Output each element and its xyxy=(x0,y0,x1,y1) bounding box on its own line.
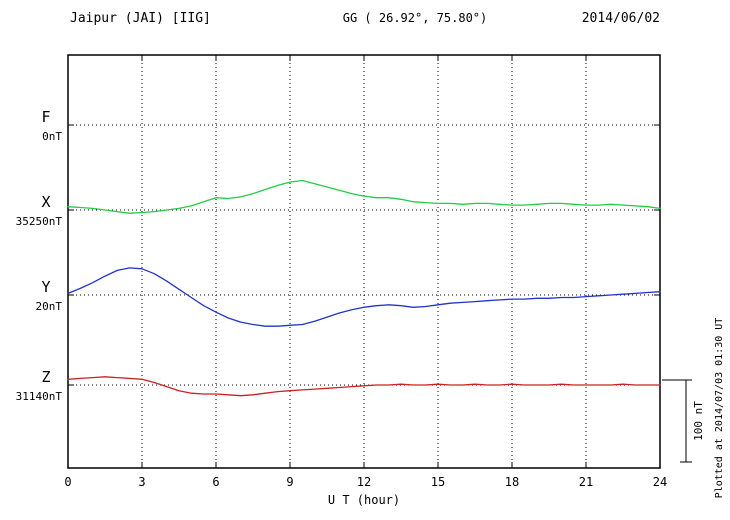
scale-bar: 100 nT xyxy=(662,379,705,463)
baseline-value-Y: 20nT xyxy=(36,300,63,313)
baseline-value-X: 35250nT xyxy=(16,215,63,228)
baseline-value-Z: 31140nT xyxy=(16,390,63,403)
x-tick-label-24: 24 xyxy=(653,475,667,489)
x-tick-label-15: 15 xyxy=(431,475,445,489)
scale-bar-label: 100 nT xyxy=(692,401,705,441)
x-tick-label-3: 3 xyxy=(138,475,145,489)
component-label-F: F xyxy=(41,108,50,126)
plotted-at-note: Plotted at 2014/07/03 01:30 UT xyxy=(714,318,725,499)
baselines xyxy=(68,124,660,386)
gridlines xyxy=(67,55,661,468)
x-tick-label-18: 18 xyxy=(505,475,519,489)
geo-coords: GG ( 26.92°, 75.80°) xyxy=(343,11,488,25)
trace-X xyxy=(67,179,661,214)
x-tick-label-6: 6 xyxy=(212,475,219,489)
station-title: Jaipur (JAI) [IIG] xyxy=(70,11,211,26)
component-label-X: X xyxy=(41,193,50,211)
x-tick-label-9: 9 xyxy=(286,475,293,489)
x-axis-label: U T (hour) xyxy=(328,493,400,507)
traces xyxy=(67,179,661,397)
x-tick-labels: 0 3 6 9 12 15 18 21 24 xyxy=(64,475,667,489)
trace-Y xyxy=(67,267,661,327)
x-tick-label-12: 12 xyxy=(357,475,371,489)
baseline-value-F: 0nT xyxy=(42,130,62,143)
plot-date: 2014/06/02 xyxy=(582,11,660,26)
trace-Z xyxy=(67,376,661,397)
x-tick-label-0: 0 xyxy=(64,475,71,489)
component-labels: F 0nT X 35250nT Y 20nT Z 31140nT xyxy=(16,108,63,403)
component-label-Z: Z xyxy=(41,368,50,386)
plot-frame xyxy=(67,54,661,469)
x-tick-label-21: 21 xyxy=(579,475,593,489)
component-label-Y: Y xyxy=(41,278,50,296)
